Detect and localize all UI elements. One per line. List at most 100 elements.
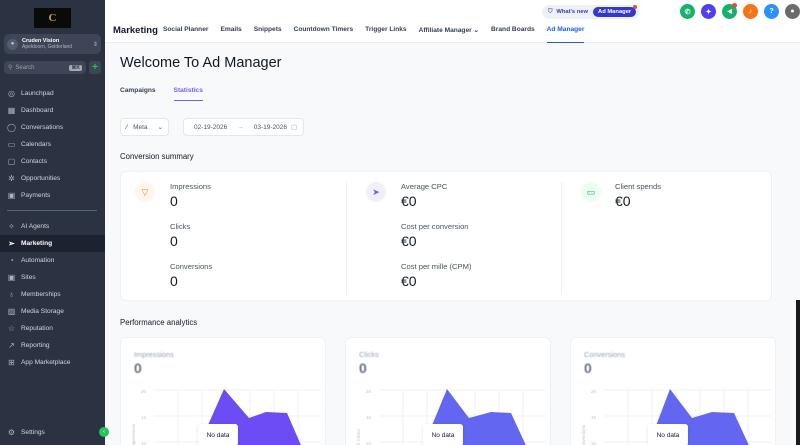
sidebar-item-sites[interactable]: ▣ Sites <box>0 269 105 286</box>
platform-select[interactable]: ∕ Meta ⌄ <box>120 118 169 136</box>
no-data-tooltip: No data <box>198 424 238 445</box>
chart-card-impressions: Impressions 0 20 15 10 Impressions No da… <box>120 337 326 445</box>
calendar-icon: ▢ <box>291 124 298 131</box>
phone-button[interactable]: ✆ <box>680 4 695 19</box>
metric-value: 0 <box>170 193 178 209</box>
tab-trigger-links[interactable]: Trigger Links <box>365 26 407 33</box>
page-title: Welcome To Ad Manager <box>120 55 282 71</box>
conversion-summary-title: Conversion summary <box>120 152 194 161</box>
sidebar-item-calendars[interactable]: ▭ Calendars <box>0 136 105 153</box>
tab-campaigns[interactable]: Campaigns <box>120 87 156 94</box>
chevron-updown-icon: ⇕ <box>92 41 98 48</box>
collapse-sidebar-button[interactable]: ‹ <box>99 427 109 437</box>
account-switcher[interactable]: ● Cruden Vision Apeldoorn, Gelderland ⇕ <box>4 34 101 54</box>
sidebar-item-label: Sites <box>21 274 36 281</box>
cursor-click-icon: ➤ <box>366 182 386 202</box>
help-icon: ? <box>769 8 774 15</box>
shortcut-badge: ⌘K <box>69 64 82 71</box>
chart-card-clicks: Clicks 0 20 15 10 # of Clicks No data <box>345 337 551 445</box>
avatar[interactable]: ● <box>785 4 800 19</box>
chart-card-conversions: Conversions 0 20 15 10 Conversions No da… <box>570 337 776 445</box>
sidebar-item-marketing[interactable]: ➢ Marketing <box>0 235 105 252</box>
notifications-button[interactable]: ♪ <box>743 4 758 19</box>
svg-text:15: 15 <box>141 415 147 420</box>
metric-label: Client spends <box>615 182 662 191</box>
sidebar-divider <box>7 210 97 211</box>
sidebar-item-contacts[interactable]: ▢ Contacts <box>0 153 105 170</box>
sidebar-item-automation[interactable]: ◔ Automation <box>0 252 105 269</box>
chart-label: Clicks <box>359 350 379 359</box>
opportunities-icon: ✲ <box>8 174 15 183</box>
sidebar-settings: ⚙ Settings <box>0 424 105 441</box>
sidebar-item-label: Launchpad <box>21 90 54 97</box>
sidebar-item-conversations[interactable]: ◯ Conversations <box>0 119 105 136</box>
sidebar-item-app-marketplace[interactable]: ⊞ App Marketplace <box>0 354 105 371</box>
tab-affiliate-manager[interactable]: Affiliate Manager ⌄ <box>418 27 480 34</box>
payments-icon: ▣ <box>7 191 16 200</box>
quick-add-button[interactable]: + <box>89 61 101 74</box>
user-icon: ● <box>7 38 18 50</box>
section-title: Marketing <box>113 25 158 36</box>
date-from: 02-19-2026 <box>194 123 228 131</box>
platform-value: Meta <box>133 123 148 131</box>
date-range-picker[interactable]: 02-19-2026 → 03-19-2026 ▢ <box>183 118 305 136</box>
svg-text:20: 20 <box>591 389 597 394</box>
chart-label: Conversions <box>584 350 626 359</box>
summary-column-spend: Client spends €0 <box>615 182 661 222</box>
help-button[interactable]: ? <box>764 4 779 19</box>
logo-glyph: C <box>48 12 57 24</box>
sidebar-item-media-storage[interactable]: ▨ Media Storage <box>0 303 105 320</box>
search-input[interactable]: ⚲ Search ⌘K <box>4 61 86 74</box>
announcements-button[interactable]: ◀ <box>722 3 737 19</box>
sidebar-item-settings[interactable]: ⚙ Settings <box>0 424 105 441</box>
sidebar-item-payments[interactable]: ▣ Payments <box>0 187 105 204</box>
summary-column-volume: Impressions 0 Clicks 0 Conversions 0 <box>170 182 212 302</box>
tab-snippets[interactable]: Snippets <box>253 26 282 33</box>
tab-statistics[interactable]: Statistics <box>173 87 204 101</box>
tab-brand-boards[interactable]: Brand Boards <box>491 26 535 33</box>
metric-label: Cost per conversion <box>401 222 469 231</box>
metric-value: €0 <box>401 233 417 249</box>
search-placeholder: Search <box>15 64 35 71</box>
sidebar-item-label: Contacts <box>21 158 48 165</box>
metric-value: €0 <box>615 193 631 209</box>
column-divider <box>561 182 562 295</box>
tab-emails[interactable]: Emails <box>220 26 242 33</box>
magic-icon: ✦ <box>705 8 712 16</box>
svg-text:Conversions: Conversions <box>581 424 586 445</box>
meta-icon: ∕ <box>126 123 128 131</box>
sidebar-item-ai-agents[interactable]: ✧ AI Agents <box>0 218 105 235</box>
sidebar-item-label: Dashboard <box>21 107 54 114</box>
tab-ad-manager[interactable]: Ad Manager <box>546 26 584 43</box>
sidebar-item-dashboard[interactable]: ▦ Dashboard <box>0 102 105 119</box>
sidebar-item-launchpad[interactable]: ◎ Launchpad <box>0 85 105 102</box>
sidebar-item-reputation[interactable]: ☆ Reputation <box>0 320 105 337</box>
magic-button[interactable]: ✦ <box>701 4 716 19</box>
marketing-tabs: Social Planner Emails Snippets Countdown… <box>163 26 596 43</box>
no-data-tooltip: No data <box>423 424 463 445</box>
svg-text:10: 10 <box>591 441 597 445</box>
sidebar-item-reporting[interactable]: ↗ Reporting <box>0 337 105 354</box>
contacts-icon: ▢ <box>7 157 16 166</box>
bell-icon: ♪ <box>748 8 753 15</box>
account-name: Cruden Vision <box>22 38 60 44</box>
sidebar-item-memberships[interactable]: ♁ Memberships <box>0 286 105 303</box>
svg-text:15: 15 <box>366 415 372 420</box>
svg-text:15: 15 <box>591 415 597 420</box>
sidebar: C ● Cruden Vision Apeldoorn, Gelderland … <box>0 0 105 445</box>
whats-new-badge: Ad Manager <box>593 5 638 17</box>
whats-new-button[interactable]: ⛉ What's new Ad Manager <box>542 5 640 19</box>
tab-countdown-timers[interactable]: Countdown Timers <box>293 26 354 33</box>
notification-dot <box>732 3 737 8</box>
sidebar-item-label: Payments <box>21 192 51 199</box>
tab-social-planner[interactable]: Social Planner <box>163 26 209 33</box>
automation-icon: ◔ <box>9 256 14 265</box>
calendar-icon: ▭ <box>7 140 16 149</box>
window-edge <box>796 300 800 445</box>
gear-icon: ⚙ <box>7 428 16 437</box>
company-logo[interactable]: C <box>34 8 71 28</box>
send-icon: ➢ <box>8 239 15 248</box>
svg-text:10: 10 <box>141 441 147 445</box>
sidebar-item-opportunities[interactable]: ✲ Opportunities <box>0 170 105 187</box>
chevron-down-icon: ⌄ <box>157 124 163 131</box>
